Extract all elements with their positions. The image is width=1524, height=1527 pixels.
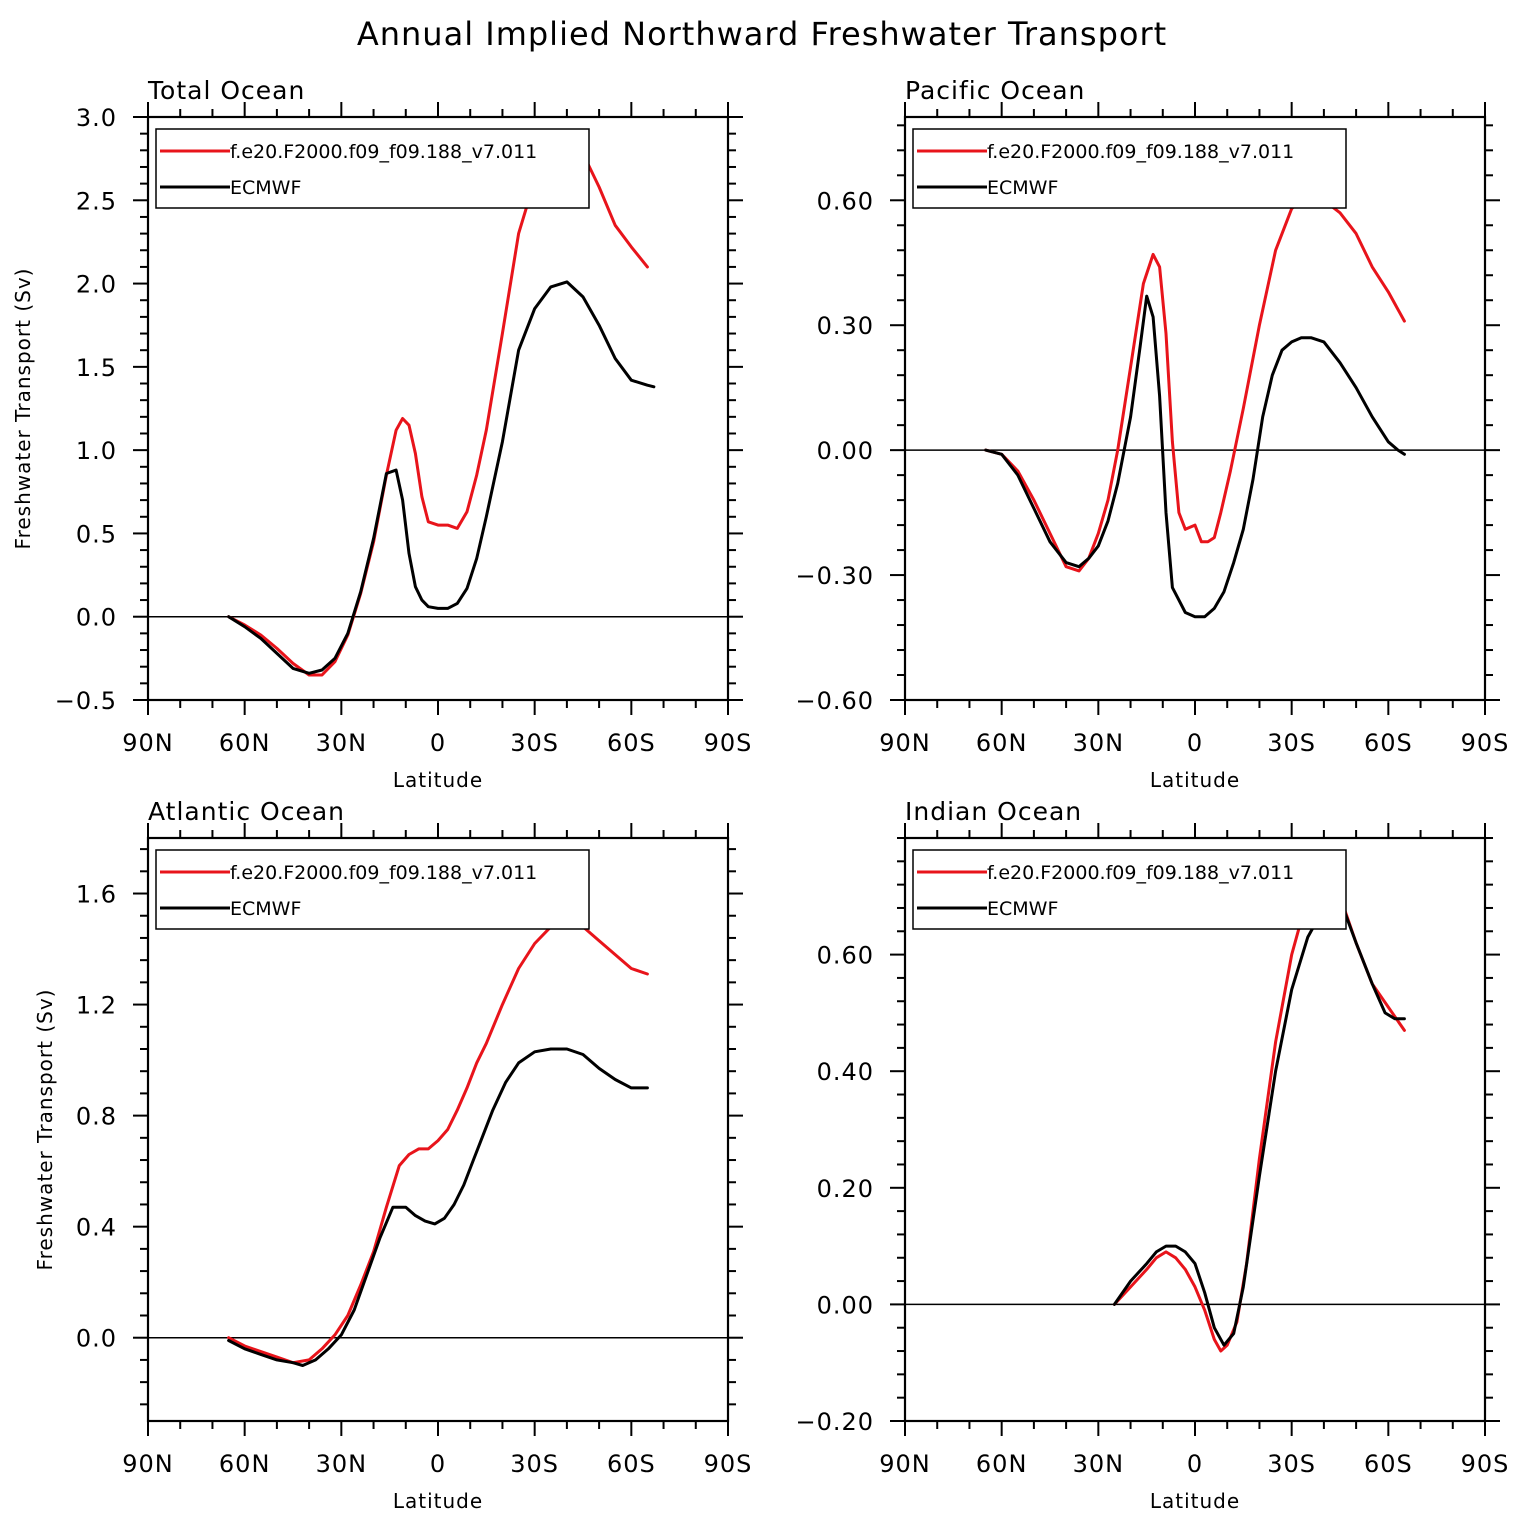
series-model-line	[227, 917, 649, 1365]
legend-ecmwf-label: ECMWF	[230, 898, 301, 920]
x-tick-label: 60S	[607, 1450, 656, 1478]
y-tick-label: 2.5	[76, 187, 117, 215]
series-model-line	[227, 138, 649, 677]
y-axis-label: Freshwater Transport (Sv)	[11, 268, 35, 550]
x-tick-label: 30N	[316, 729, 368, 757]
y-tick-label: 0.20	[817, 1175, 874, 1203]
y-tick-label: 0.0	[76, 604, 117, 632]
y-axis-label: Freshwater Transport (Sv)	[33, 989, 57, 1271]
x-tick-label: 60S	[1364, 729, 1413, 757]
legend-box	[155, 849, 590, 930]
y-tick-label: −0.30	[795, 562, 874, 590]
panel-atlantic: Atlantic Ocean 90N 60N 30N 0 30S 60S 90S 0.0 0.4 0…	[33, 797, 753, 1513]
x-tick-label: 60S	[1364, 1450, 1413, 1478]
legend-box	[912, 128, 1347, 209]
y-tick-label: 1.2	[76, 992, 117, 1020]
legend-model-label: f.e20.F2000.f09_f09.188_v7.011	[987, 141, 1294, 163]
x-axis-label: Latitude	[1150, 1489, 1240, 1513]
x-tick-label: 30S	[1267, 1450, 1316, 1478]
x-tick-label: 30S	[1267, 729, 1316, 757]
legend: f.e20.F2000.f09_f09.188_v7.011 ECMWF	[155, 849, 590, 930]
legend-ecmwf-label: ECMWF	[987, 898, 1058, 920]
x-tick-label: 60N	[219, 729, 271, 757]
x-tick-label: 90N	[879, 1450, 931, 1478]
x-tick-label: 30N	[316, 1450, 368, 1478]
panel-total: Total Ocean 90N 60N 30N 0 30S 60S 90S −0.5 0.0 0.5…	[11, 76, 753, 792]
y-tick-label: 0.30	[817, 312, 874, 340]
y-tick-label: 0.4	[76, 1214, 117, 1242]
y-tick-label: 0.00	[817, 1291, 874, 1319]
y-tick-label: 1.0	[76, 437, 117, 465]
x-tick-label: 90S	[1461, 729, 1510, 757]
y-tick-label: 1.5	[76, 354, 117, 382]
legend-ecmwf-label: ECMWF	[230, 177, 301, 199]
y-tick-label: 0.5	[76, 520, 117, 548]
series-ecmwf-line	[1112, 894, 1406, 1347]
x-tick-label: 30S	[510, 1450, 559, 1478]
y-tick-label: 0.60	[817, 187, 874, 215]
panel-indian: Indian Ocean 90N 60N 30N 0 30S 60S 90S −0.20 0.00…	[795, 797, 1510, 1513]
series-model-line	[984, 194, 1406, 573]
legend-model-label: f.e20.F2000.f09_f09.188_v7.011	[987, 862, 1294, 884]
x-tick-label: 60N	[976, 1450, 1028, 1478]
x-tick-label: 90N	[122, 1450, 174, 1478]
x-tick-label: 30N	[1073, 1450, 1125, 1478]
x-tick-label: 90N	[122, 729, 174, 757]
panel-pacific: Pacific Ocean 90N 60N 30N 0 30S 60S 90S −0.60 −0.…	[795, 76, 1510, 792]
y-tick-label: 0.8	[76, 1103, 117, 1131]
legend-box	[912, 849, 1347, 930]
y-tick-label: 0.40	[817, 1058, 874, 1086]
panel-title: Total Ocean	[147, 76, 305, 105]
y-tick-label: 0.0	[76, 1325, 117, 1353]
series-ecmwf-line	[227, 280, 656, 675]
y-tick-label: 0.00	[817, 437, 874, 465]
series-ecmwf-line	[227, 1047, 649, 1367]
legend: f.e20.F2000.f09_f09.188_v7.011 ECMWF	[912, 849, 1347, 930]
y-tick-label: −0.20	[795, 1408, 874, 1436]
legend-ecmwf-label: ECMWF	[987, 177, 1058, 199]
legend: f.e20.F2000.f09_f09.188_v7.011 ECMWF	[155, 128, 590, 209]
x-tick-label: 60N	[219, 1450, 271, 1478]
x-tick-label: 60N	[976, 729, 1028, 757]
y-tick-label: −0.60	[795, 687, 874, 715]
x-tick-label: 30S	[510, 729, 559, 757]
x-tick-label: 30N	[1073, 729, 1125, 757]
panel-title: Indian Ocean	[905, 797, 1082, 826]
x-tick-label: 0	[430, 729, 446, 757]
x-axis-label: Latitude	[393, 1489, 483, 1513]
x-tick-label: 0	[430, 1450, 446, 1478]
y-tick-label: 1.6	[76, 881, 117, 909]
x-tick-label: 90S	[704, 1450, 753, 1478]
x-axis-label: Latitude	[393, 768, 483, 792]
figure-title: Annual Implied Northward Freshwater Tran…	[357, 15, 1167, 53]
x-tick-label: 0	[1187, 729, 1203, 757]
x-tick-label: 90N	[879, 729, 931, 757]
x-axis-label: Latitude	[1150, 768, 1240, 792]
x-tick-label: 0	[1187, 1450, 1203, 1478]
legend-model-label: f.e20.F2000.f09_f09.188_v7.011	[230, 141, 537, 163]
panel-title: Pacific Ocean	[905, 76, 1085, 105]
legend-model-label: f.e20.F2000.f09_f09.188_v7.011	[230, 862, 537, 884]
series-model-line	[1112, 871, 1406, 1353]
y-tick-label: −0.5	[55, 687, 117, 715]
x-tick-label: 90S	[704, 729, 753, 757]
y-tick-label: 2.0	[76, 271, 117, 299]
legend: f.e20.F2000.f09_f09.188_v7.011 ECMWF	[912, 128, 1347, 209]
x-tick-label: 90S	[1461, 1450, 1510, 1478]
x-tick-label: 60S	[607, 729, 656, 757]
y-tick-label: 0.60	[817, 942, 874, 970]
legend-box	[155, 128, 590, 209]
panel-title: Atlantic Ocean	[148, 797, 345, 826]
y-tick-label: 3.0	[76, 104, 117, 132]
series-ecmwf-line	[984, 294, 1406, 619]
